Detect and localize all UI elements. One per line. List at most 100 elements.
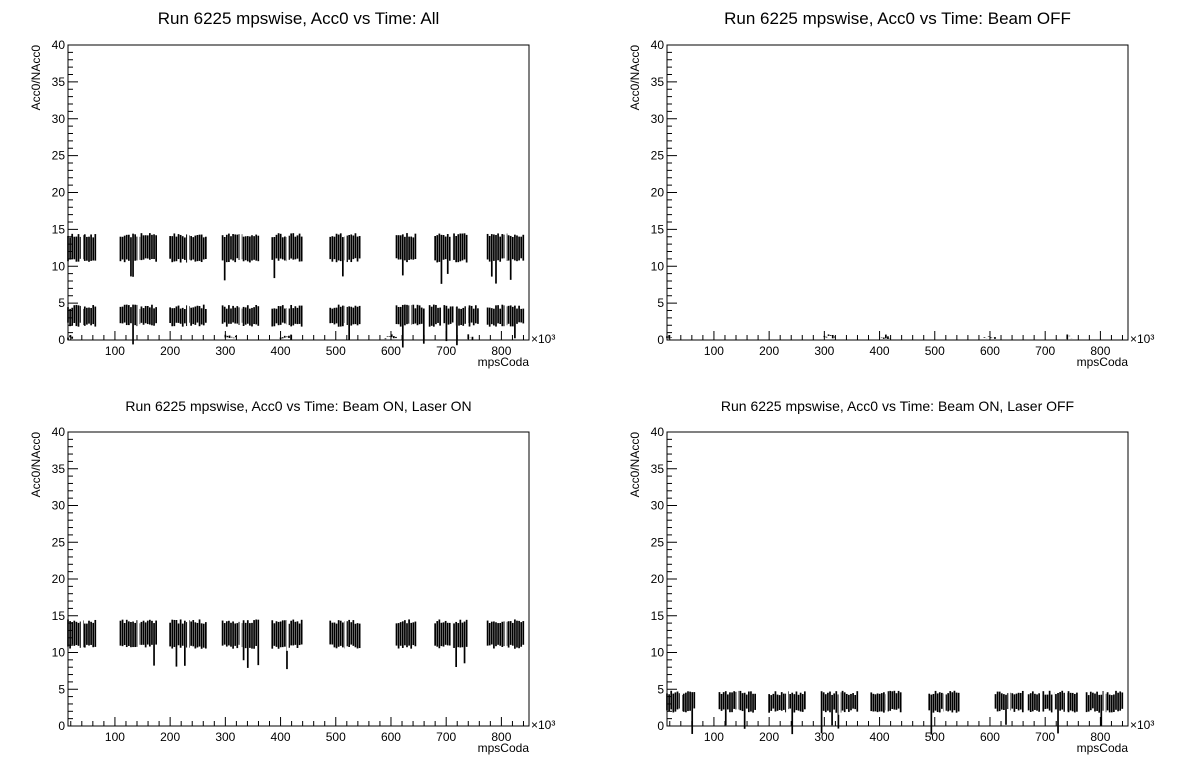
y-tick-label: 5 [58, 296, 65, 310]
y-tick-label: 0 [58, 333, 65, 347]
plot-frame [666, 431, 1129, 727]
series-beam-on-laser-off [666, 688, 1124, 735]
y-tick-label: 25 [52, 149, 66, 163]
data-gap [137, 231, 140, 265]
x-tick-label: 200 [759, 344, 779, 358]
data-gap [453, 302, 456, 329]
series-beam-off [666, 334, 1073, 339]
y-tick-label: 5 [58, 682, 65, 696]
x-tick-label: 200 [759, 730, 779, 744]
x-axis-multiplier: ×10³ [1130, 332, 1154, 346]
y-tick-label: 30 [52, 112, 66, 126]
x-tick-label: 800 [1090, 730, 1110, 744]
chart-panel-2: Run 6225 mpswise, Acc0 vs Time: Beam OFF… [628, 9, 1154, 369]
data-gap [465, 302, 469, 329]
y-tick-label: 25 [651, 535, 665, 549]
y-tick-label: 15 [52, 609, 66, 623]
data-gap [838, 688, 841, 715]
data-gap [1052, 688, 1055, 715]
y-tick-label: 35 [52, 462, 66, 476]
y-tick-label: 30 [651, 112, 665, 126]
y-tick-label: 40 [52, 38, 66, 52]
y-tick-label: 25 [651, 149, 665, 163]
y-axis-label: Acc0/NAcc0 [628, 432, 642, 498]
x-tick-label: 300 [215, 344, 235, 358]
y-tick-label: 10 [651, 646, 665, 660]
chart-panel-1: Run 6225 mpswise, Acc0 vs Time: All 0 5 10 1… [29, 9, 555, 369]
x-tick-label: 400 [870, 344, 890, 358]
y-tick-label: 40 [52, 425, 66, 439]
x-tick-label: 700 [1035, 730, 1055, 744]
data-gap [504, 302, 507, 329]
data-gap [885, 688, 888, 715]
x-tick-label: 500 [326, 730, 346, 744]
x-tick-label: 700 [436, 730, 456, 744]
y-tick-label: 0 [58, 719, 65, 733]
x-tick-label: 800 [1090, 344, 1110, 358]
data-gap [187, 231, 190, 265]
data-gap [504, 231, 507, 265]
x-tick-label: 300 [215, 730, 235, 744]
x-tick-label: 500 [925, 344, 945, 358]
data-gap [1008, 688, 1011, 715]
x-tick-label: 400 [271, 344, 291, 358]
x-tick-label: 800 [491, 730, 511, 744]
y-tick-label: 15 [651, 609, 665, 623]
x-tick-label: 200 [160, 730, 180, 744]
data-gap [187, 617, 190, 651]
x-tick-label: 100 [105, 730, 125, 744]
data-gap [1064, 688, 1068, 715]
x-axis-multiplier: ×10³ [531, 332, 555, 346]
x-tick-label: 300 [814, 344, 834, 358]
x-axis-multiplier: ×10³ [1130, 718, 1154, 732]
data-gap [239, 617, 242, 651]
x-tick-label: 700 [1035, 344, 1055, 358]
y-tick-label: 20 [52, 572, 66, 586]
y-axis-label: Acc0/NAcc0 [29, 432, 43, 498]
y-tick-label: 5 [657, 682, 664, 696]
data-gap [504, 617, 507, 651]
y-tick-label: 40 [651, 425, 665, 439]
y-tick-label: 20 [52, 186, 66, 200]
data-gap [344, 231, 347, 265]
y-tick-label: 0 [657, 719, 664, 733]
data-gap [1040, 688, 1043, 715]
y-tick-label: 30 [52, 499, 66, 513]
data-gap [286, 617, 289, 651]
data-gap [344, 302, 347, 329]
x-tick-label: 100 [105, 344, 125, 358]
data-gap [239, 231, 242, 265]
x-tick-label: 100 [704, 730, 724, 744]
y-tick-label: 30 [651, 499, 665, 513]
data-gap [80, 617, 84, 651]
data-gap [943, 688, 946, 715]
series-beam-on-laser-on [67, 617, 525, 670]
y-tick-label: 35 [651, 75, 665, 89]
data-gap [679, 688, 683, 715]
x-tick-label: 500 [925, 730, 945, 744]
x-axis-label: mpsCoda [478, 741, 530, 755]
data-gap [441, 302, 444, 329]
data-gap [137, 617, 140, 651]
x-tick-label: 500 [326, 344, 346, 358]
chart-panel-3: Run 6225 mpswise, Acc0 vs Time: Beam ON,… [29, 398, 555, 755]
data-gap [137, 302, 140, 329]
data-gap [736, 688, 739, 715]
x-tick-label: 600 [381, 730, 401, 744]
chart-title: Run 6225 mpswise, Acc0 vs Time: Beam OFF [724, 9, 1071, 28]
series-beam-on-laser-on [67, 231, 525, 284]
data-gap [187, 302, 190, 329]
y-tick-label: 15 [651, 222, 665, 236]
plot-frame [67, 44, 530, 341]
y-tick-label: 10 [52, 259, 66, 273]
x-tick-label: 700 [436, 344, 456, 358]
chart-title: Run 6225 mpswise, Acc0 vs Time: All [158, 9, 440, 28]
data-gap [450, 231, 453, 265]
x-tick-label: 100 [704, 344, 724, 358]
data-gap [80, 231, 84, 265]
data-gap [286, 302, 289, 329]
x-tick-label: 800 [491, 344, 511, 358]
data-gap [1103, 688, 1106, 715]
x-tick-label: 300 [814, 730, 834, 744]
